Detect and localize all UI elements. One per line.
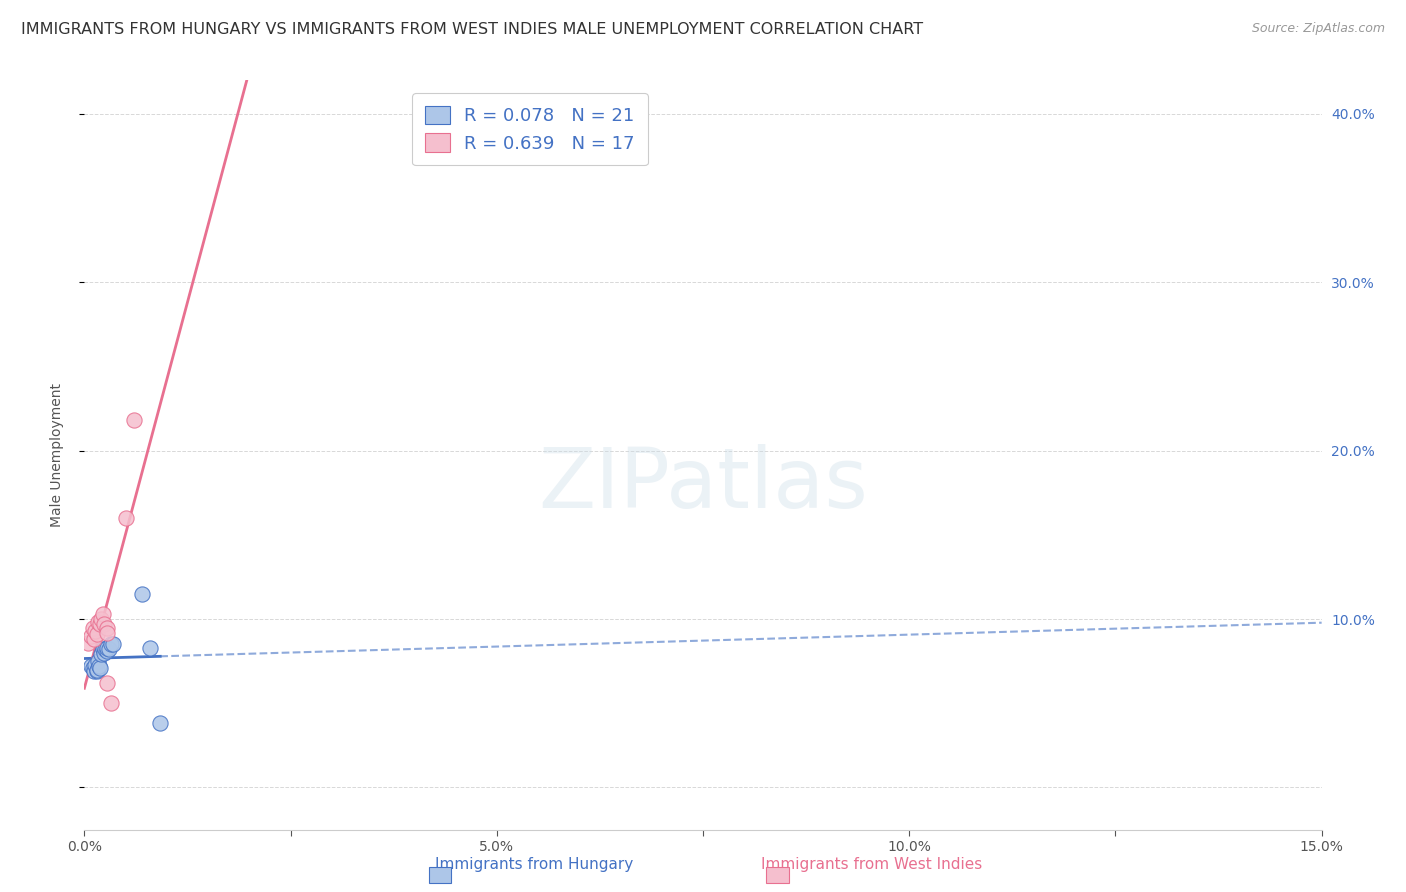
Point xyxy=(114,511,136,525)
Point xyxy=(96,640,118,655)
Point xyxy=(100,637,122,651)
Point xyxy=(80,629,103,643)
Text: Immigrants from West Indies: Immigrants from West Indies xyxy=(761,857,983,872)
Point xyxy=(87,615,110,630)
Point xyxy=(86,665,108,679)
Legend: R = 0.078   N = 21, R = 0.639   N = 17: R = 0.078 N = 21, R = 0.639 N = 17 xyxy=(412,93,648,165)
Point xyxy=(93,617,115,632)
Point xyxy=(86,663,108,677)
Point xyxy=(98,642,121,657)
Point xyxy=(93,646,115,660)
Point xyxy=(90,612,112,626)
Point xyxy=(100,696,122,710)
Point xyxy=(87,654,110,668)
Point xyxy=(94,642,117,657)
Point xyxy=(91,642,114,657)
Point xyxy=(91,607,114,621)
Point xyxy=(84,624,107,638)
Point xyxy=(82,620,104,634)
Point xyxy=(131,587,153,601)
Point xyxy=(77,635,100,649)
Point xyxy=(96,625,118,640)
Point xyxy=(90,648,112,662)
Point xyxy=(89,617,111,632)
Text: Immigrants from Hungary: Immigrants from Hungary xyxy=(434,857,634,872)
Point xyxy=(96,644,118,658)
Point xyxy=(80,659,103,673)
Point xyxy=(82,661,104,675)
Point xyxy=(96,676,118,690)
Point xyxy=(83,665,105,679)
Point xyxy=(122,413,145,427)
Point xyxy=(83,632,105,647)
Point xyxy=(96,620,118,634)
Point xyxy=(89,659,111,673)
Point xyxy=(89,661,111,675)
Point xyxy=(103,637,125,651)
Text: Source: ZipAtlas.com: Source: ZipAtlas.com xyxy=(1251,22,1385,36)
Text: ZIPatlas: ZIPatlas xyxy=(538,444,868,525)
Point xyxy=(84,657,107,672)
Text: IMMIGRANTS FROM HUNGARY VS IMMIGRANTS FROM WEST INDIES MALE UNEMPLOYMENT CORRELA: IMMIGRANTS FROM HUNGARY VS IMMIGRANTS FR… xyxy=(21,22,924,37)
Point xyxy=(139,640,162,655)
Point xyxy=(149,716,172,731)
Point xyxy=(86,627,108,641)
Y-axis label: Male Unemployment: Male Unemployment xyxy=(49,383,63,527)
